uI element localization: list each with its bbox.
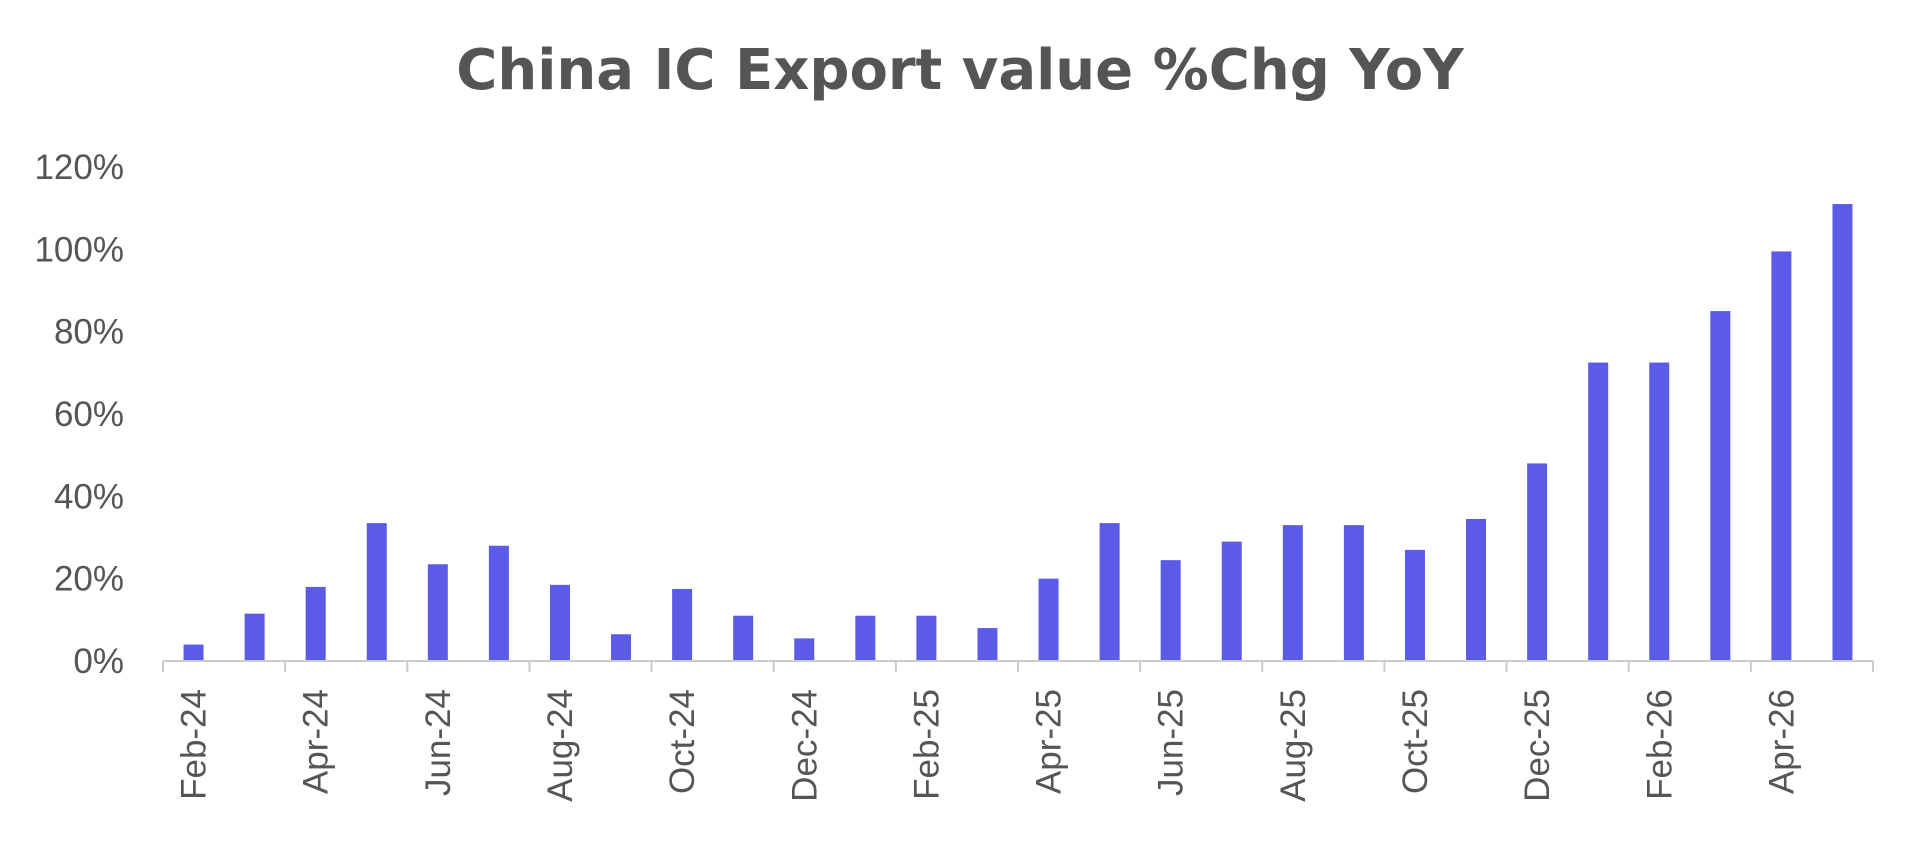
- bar-Dec-25: [1527, 463, 1548, 661]
- bar-Jul-24: [488, 545, 509, 661]
- bar-Aug-24: [549, 584, 570, 661]
- bar-Nov-25: [1466, 518, 1487, 661]
- y-tick-label: 120%: [34, 148, 124, 187]
- x-tick-label: Feb-26: [1640, 689, 1679, 800]
- bar-Dec-24: [794, 638, 815, 661]
- bar-Oct-25: [1404, 549, 1425, 661]
- bar-Sep-24: [611, 634, 632, 661]
- y-tick-label: 80%: [54, 313, 124, 352]
- y-tick-label: 40%: [54, 477, 124, 516]
- x-tick-label: Dec-24: [785, 689, 824, 802]
- y-tick-label: 0%: [73, 642, 124, 681]
- bar-Apr-25: [1038, 578, 1059, 661]
- bar-Mar-26: [1710, 311, 1731, 661]
- bar-Sep-25: [1343, 525, 1364, 661]
- x-tick-label: Apr-26: [1762, 689, 1801, 794]
- bar-Mar-25: [977, 628, 998, 661]
- y-tick-label: 60%: [54, 395, 124, 434]
- bar-Jun-25: [1160, 560, 1181, 661]
- bar-May-26: [1832, 204, 1853, 662]
- bar-Oct-24: [672, 588, 693, 661]
- y-tick-label: 20%: [54, 560, 124, 599]
- x-tick-label: Aug-24: [541, 689, 580, 802]
- bar-Jan-25: [855, 615, 876, 661]
- x-tick-label: Oct-24: [663, 689, 702, 794]
- bar-Feb-24: [183, 644, 204, 661]
- bar-Nov-24: [733, 615, 754, 661]
- bar-Jun-24: [427, 564, 448, 661]
- bar-Feb-25: [916, 615, 937, 661]
- x-tick-label: Dec-25: [1518, 689, 1557, 802]
- x-tick-label: Oct-25: [1396, 689, 1435, 794]
- bar-May-24: [366, 523, 387, 661]
- x-tick-label: Jun-25: [1152, 689, 1191, 796]
- x-tick-label: Feb-24: [175, 689, 214, 800]
- bar-Mar-24: [244, 613, 265, 661]
- bar-Aug-25: [1282, 525, 1303, 661]
- x-tick-label: Apr-25: [1030, 689, 1069, 794]
- x-tick-label: Jun-24: [419, 689, 458, 796]
- bar-May-25: [1099, 523, 1120, 661]
- x-tick-label: Apr-24: [297, 689, 336, 794]
- chart-title: China IC Export value %Chg YoY: [456, 38, 1464, 103]
- bar-Apr-24: [305, 586, 326, 661]
- y-tick-label: 100%: [34, 230, 124, 269]
- bar-Jan-26: [1588, 362, 1609, 661]
- x-tick-label: Aug-25: [1274, 689, 1313, 802]
- bar-Feb-26: [1649, 362, 1670, 661]
- bar-Jul-25: [1221, 541, 1242, 661]
- x-tick-label: Feb-25: [907, 689, 946, 800]
- bar-Apr-26: [1771, 251, 1792, 661]
